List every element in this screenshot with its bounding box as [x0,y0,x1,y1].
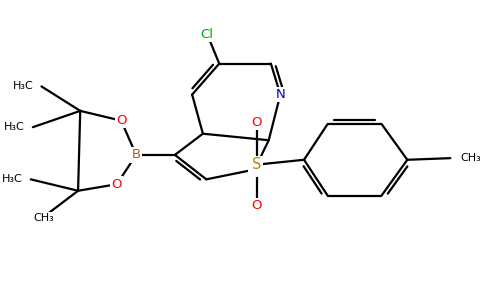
Text: CH₃: CH₃ [33,214,54,224]
Text: CH₃: CH₃ [460,153,481,163]
Text: O: O [111,178,122,191]
Text: N: N [250,163,259,176]
Text: H₃C: H₃C [13,81,34,92]
Text: B: B [132,148,141,161]
Text: O: O [251,199,262,212]
Text: H₃C: H₃C [4,122,25,132]
Text: Cl: Cl [201,28,214,41]
Text: N: N [275,88,285,101]
Text: O: O [116,114,126,127]
Text: S: S [252,157,261,172]
Text: H₃C: H₃C [2,174,23,184]
Text: O: O [251,116,262,129]
